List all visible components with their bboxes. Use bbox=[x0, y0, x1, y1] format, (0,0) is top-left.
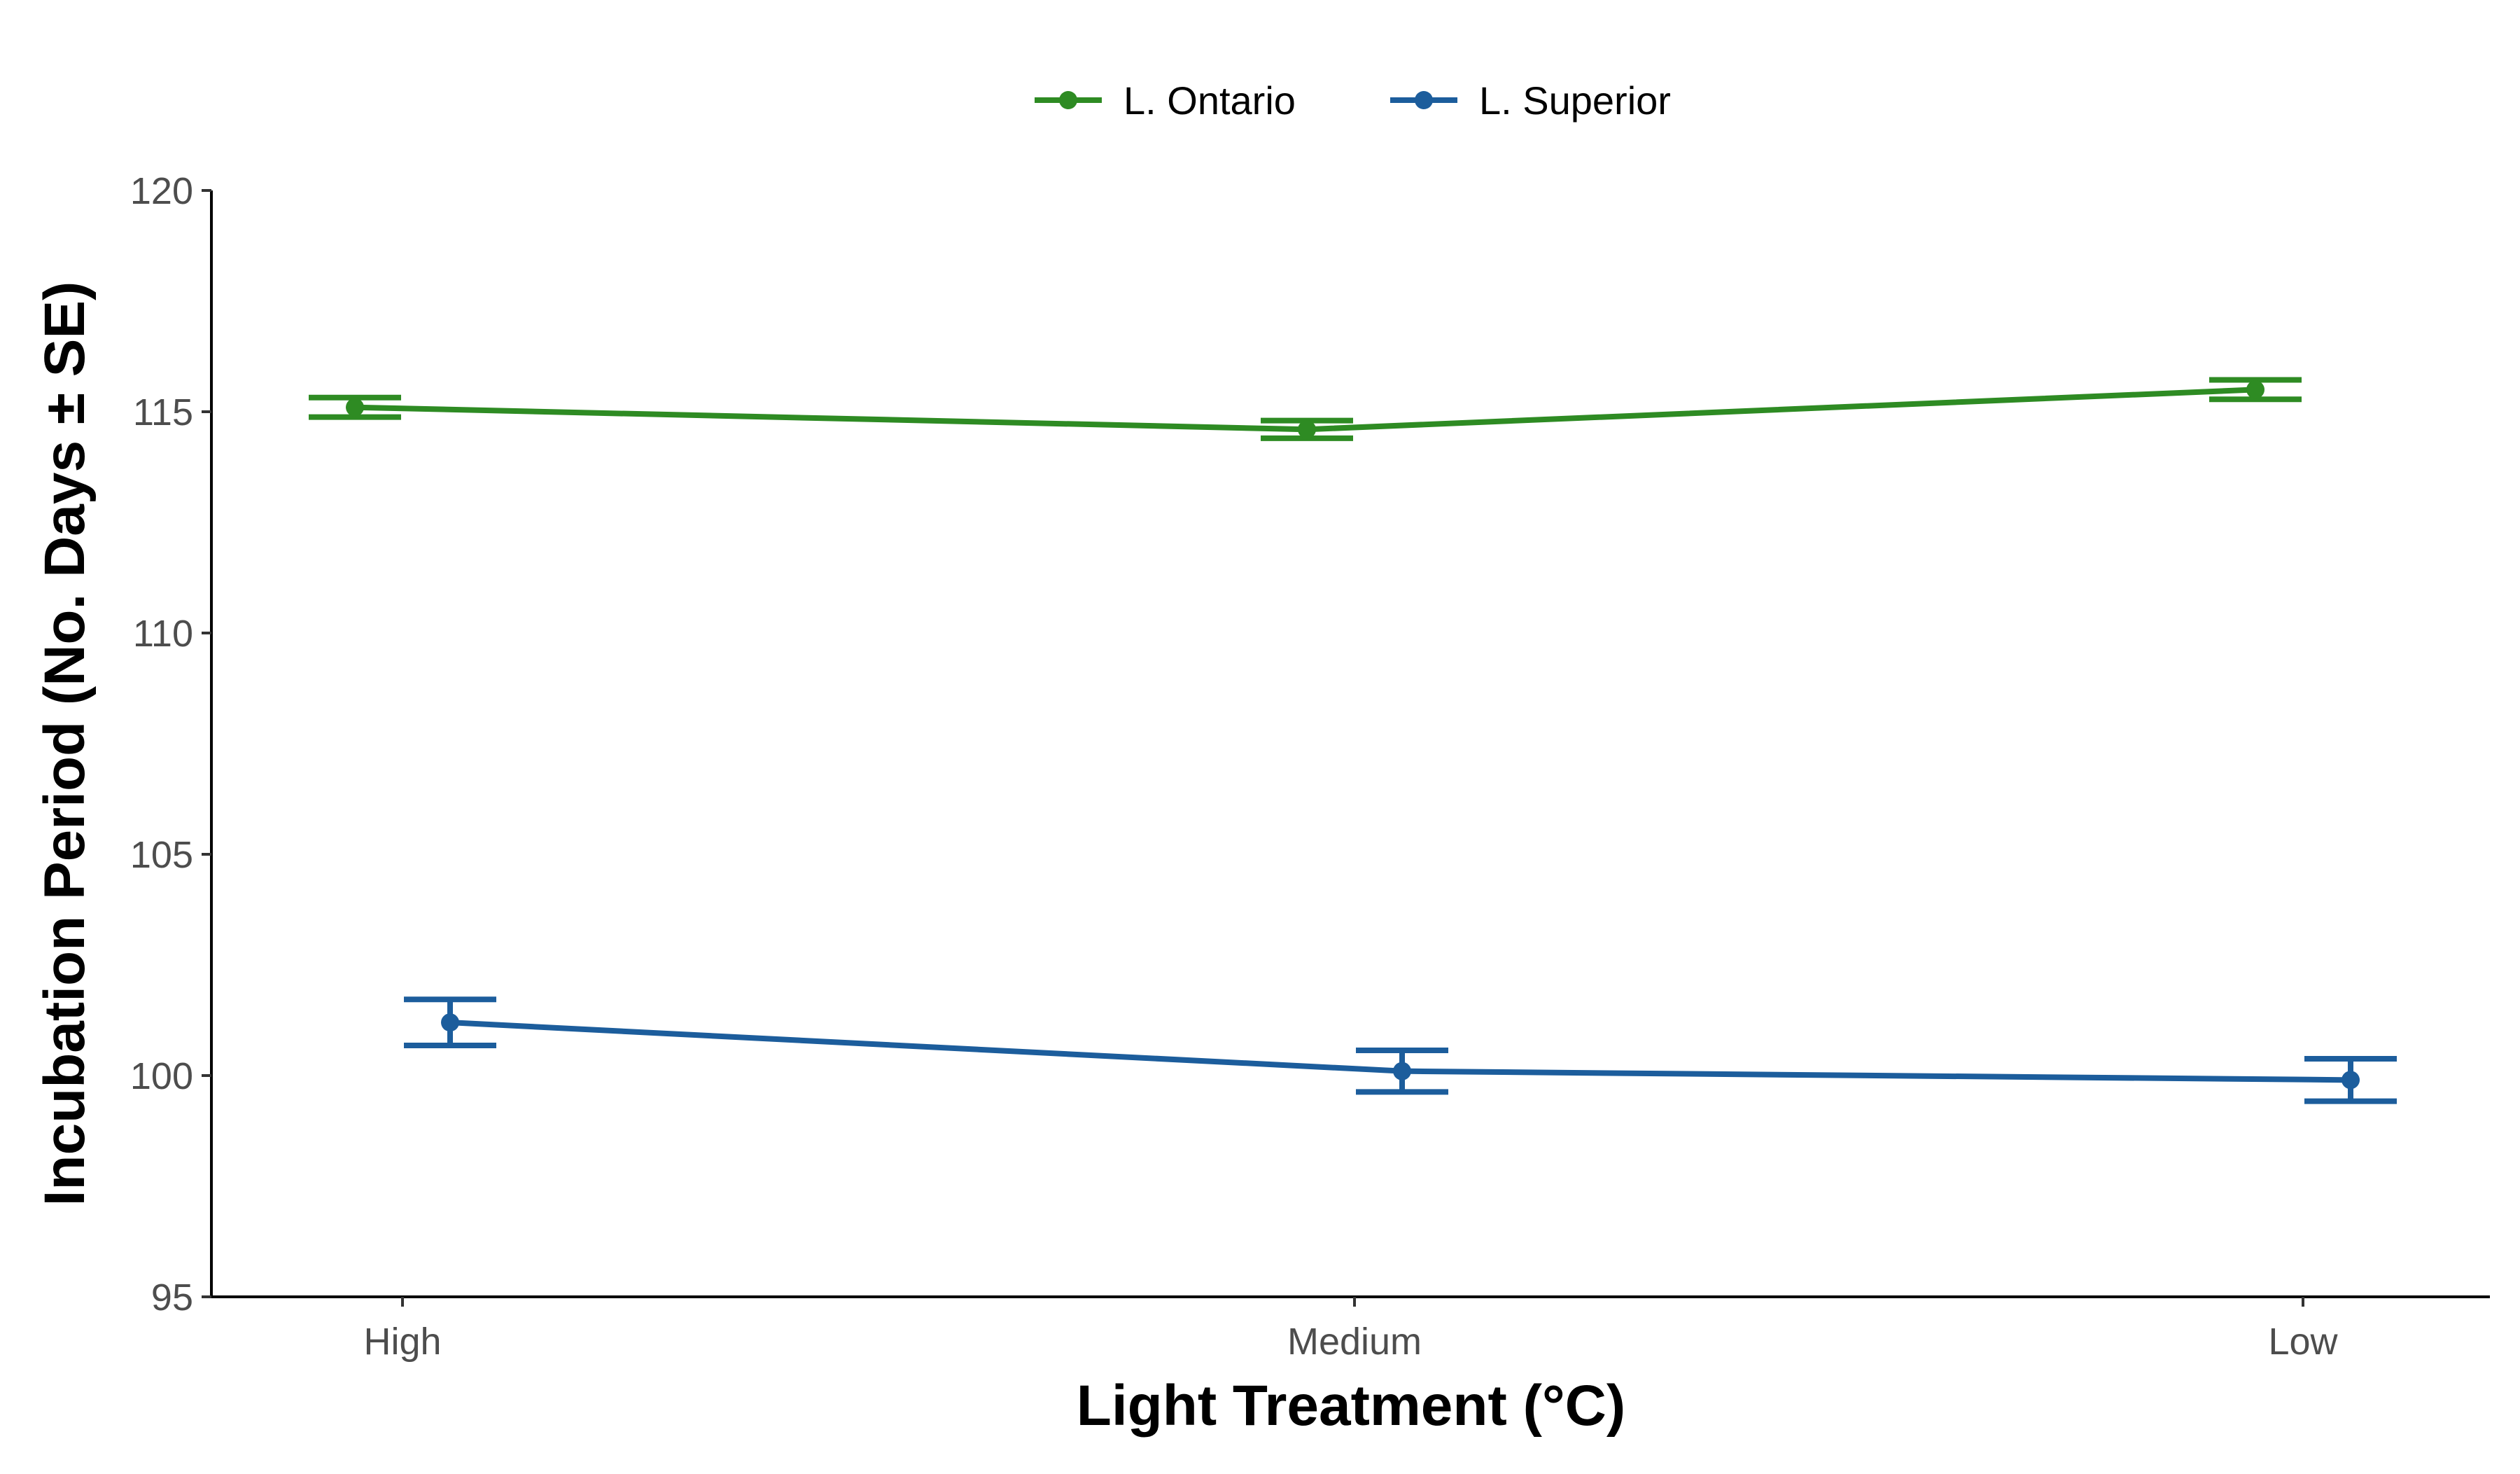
y-tick-label: 100 bbox=[130, 1055, 193, 1097]
series-layer bbox=[309, 377, 2397, 1104]
legend-key-point bbox=[1059, 91, 1077, 109]
legend: L. Ontario L. Superior bbox=[1035, 78, 1671, 123]
y-tick-label: 95 bbox=[151, 1277, 193, 1319]
y-tick-label: 115 bbox=[133, 391, 193, 433]
data-point bbox=[1298, 420, 1316, 439]
y-tick-label: 105 bbox=[130, 834, 193, 876]
series-ontario bbox=[309, 377, 2302, 441]
legend-key-point bbox=[1415, 91, 1433, 109]
series-superior bbox=[404, 996, 2397, 1104]
x-tick-label: High bbox=[363, 1321, 441, 1363]
legend-item: L. Ontario bbox=[1035, 78, 1296, 123]
x-tick-label: Low bbox=[2268, 1321, 2338, 1363]
data-point bbox=[441, 1013, 459, 1032]
plot-area: 95 100 105 110 115 120 High Medium Low bbox=[130, 170, 2490, 1363]
x-tick-label: Medium bbox=[1287, 1321, 1422, 1363]
x-axis-title: Light Treatment (°C) bbox=[1077, 1374, 1625, 1438]
data-point bbox=[346, 398, 364, 417]
data-point bbox=[1393, 1062, 1411, 1080]
y-axis-title: Incubation Period (No. Days ± SE) bbox=[33, 281, 97, 1207]
data-point bbox=[2342, 1071, 2360, 1090]
axes: 95 100 105 110 115 120 High Medium Low bbox=[130, 170, 2490, 1363]
legend-item: L. Superior bbox=[1390, 78, 1671, 123]
legend-label: L. Superior bbox=[1479, 78, 1671, 123]
data-point bbox=[2246, 380, 2264, 399]
y-tick-label: 110 bbox=[133, 613, 193, 655]
y-tick-label: 120 bbox=[130, 170, 193, 212]
legend-label: L. Ontario bbox=[1124, 78, 1296, 123]
